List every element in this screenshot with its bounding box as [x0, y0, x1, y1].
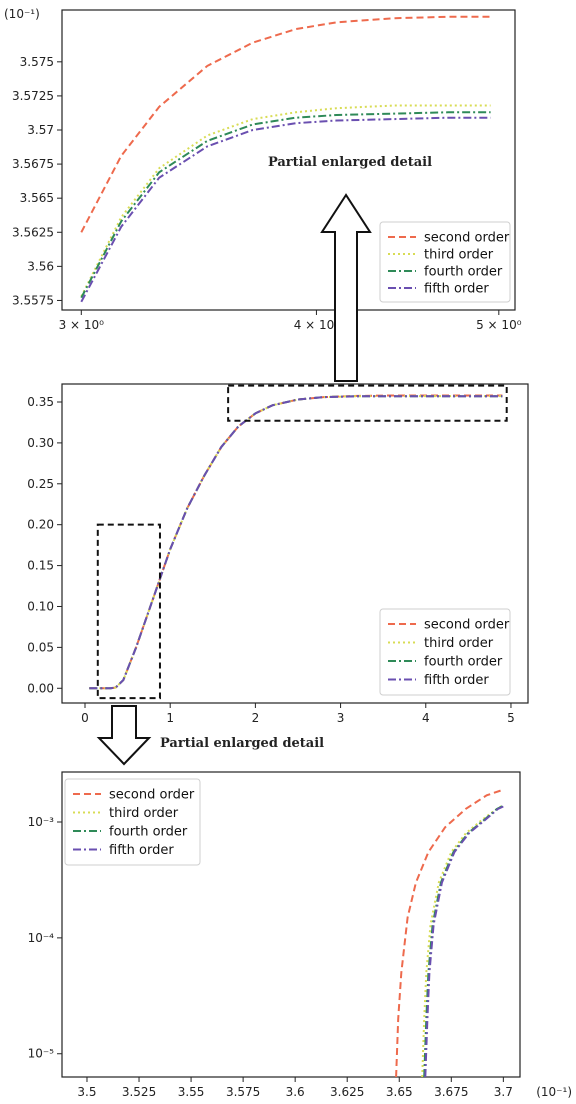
- legend: second order third order fourth order fifth…: [379, 608, 511, 696]
- y-tick-label: 3.56: [27, 259, 54, 273]
- x-tick-label: 3.55: [178, 1085, 205, 1099]
- x-tick-label: 3.65: [386, 1085, 413, 1099]
- x-tick-label: 5 × 10⁰: [476, 318, 522, 332]
- legend-frame: [64, 778, 201, 866]
- series-group: [89, 394, 503, 690]
- legend-label: third order: [424, 636, 494, 651]
- legend-label: third order: [109, 806, 179, 821]
- series-group: [80, 15, 491, 303]
- legend-label: fifth order: [424, 282, 489, 297]
- series-line-fifth-order: [89, 395, 503, 690]
- y-tick-label: 3.5675: [12, 157, 54, 171]
- series-line-third-order: [421, 804, 504, 1077]
- series-line-second-order: [395, 788, 504, 1077]
- series-line-fourth-order: [80, 111, 491, 299]
- chart-bottom: 10⁻⁵ 10⁻⁴ 10⁻³ 3.5 3.525 3.55 3.575 3.6 3.625 3.6…: [28, 771, 572, 1099]
- annotation-text: Partial enlarged detail: [268, 155, 432, 170]
- legend-label: second order: [109, 788, 195, 803]
- x-tick-label: 3: [337, 711, 345, 725]
- y-tick-label: 0.05: [27, 640, 54, 654]
- x-tick-label: 1: [166, 711, 174, 725]
- legend-label: fifth order: [424, 673, 489, 688]
- x-tick-label: 4 × 10⁰: [294, 318, 340, 332]
- x-tick-label: 2: [252, 711, 260, 725]
- axis-offset-label: (10⁻¹): [4, 7, 40, 21]
- y-tick-label: 0.00: [27, 681, 54, 695]
- x-tick-label: 3 × 10⁰: [59, 318, 105, 332]
- chart-top: 3.5575 3.56 3.5625 3.565 3.5675 3.57 3.5725 3.5…: [4, 7, 522, 332]
- series-line-fifth-order: [80, 116, 491, 303]
- legend-frame: [379, 221, 511, 303]
- legend-label: fourth order: [109, 825, 188, 840]
- annotation-arrows: [96, 193, 372, 766]
- x-tick-label: 3.6: [286, 1085, 305, 1099]
- y-tick-label: 10⁻⁵: [28, 1047, 55, 1061]
- y-tick-label: 10⁻⁴: [28, 931, 55, 945]
- series-group: [395, 788, 504, 1077]
- y-tick-label: 3.575: [20, 55, 54, 69]
- legend-label: second order: [424, 618, 510, 633]
- y-tick-label: 0.30: [27, 436, 54, 450]
- y-tick-label: 0.15: [27, 559, 54, 573]
- legend-label: third order: [424, 248, 494, 263]
- legend-label: fourth order: [424, 265, 503, 280]
- y-tick-label: 0.20: [27, 518, 54, 532]
- y-tick-label: 3.57: [27, 123, 54, 137]
- zoom-region-box: [96, 523, 161, 700]
- zoom-region-box: [227, 384, 508, 422]
- y-tick-label: 3.5725: [12, 89, 54, 103]
- legend: second order third order fourth order fifth…: [379, 221, 511, 303]
- y-tick-label: 3.5625: [12, 225, 54, 239]
- up-arrow: [320, 193, 372, 382]
- legend: second order third order fourth order fifth…: [64, 778, 201, 866]
- y-tick-label: 0.35: [27, 395, 54, 409]
- x-tick-label: 0: [81, 711, 89, 725]
- series-line-fifth-order: [424, 805, 504, 1077]
- legend-label: fourth order: [424, 655, 503, 670]
- y-tick-label: 10⁻³: [28, 815, 55, 829]
- legend-label: second order: [424, 231, 510, 246]
- x-tick-label: 3.675: [434, 1085, 468, 1099]
- y-tick-label: 0.25: [27, 477, 54, 491]
- series-line-second-order: [89, 394, 503, 690]
- x-tick-label: 3.7: [494, 1085, 513, 1099]
- x-tick-label: 3.5: [77, 1085, 96, 1099]
- x-tick-label: 3.575: [226, 1085, 260, 1099]
- annotation-text: Partial enlarged detail: [160, 736, 324, 751]
- axis-offset-label: (10⁻¹): [536, 1085, 572, 1099]
- down-arrow: [96, 705, 152, 766]
- x-tick-label: 3.525: [122, 1085, 156, 1099]
- series-line-third-order: [80, 104, 491, 297]
- chart-middle: 0.00 0.05 0.10 0.15 0.20 0.25 0.30 0.35 0 1 2 3 4 5 se…: [27, 383, 529, 725]
- legend-label: fifth order: [109, 843, 174, 858]
- x-tick-label: 5: [507, 711, 515, 725]
- series-line-second-order: [80, 15, 491, 233]
- y-tick-label: 3.5575: [12, 293, 54, 307]
- x-tick-label: 3.625: [330, 1085, 364, 1099]
- x-tick-label: 4: [422, 711, 430, 725]
- y-tick-label: 3.565: [20, 191, 54, 205]
- y-tick-label: 0.10: [27, 599, 54, 613]
- legend-frame: [379, 608, 511, 696]
